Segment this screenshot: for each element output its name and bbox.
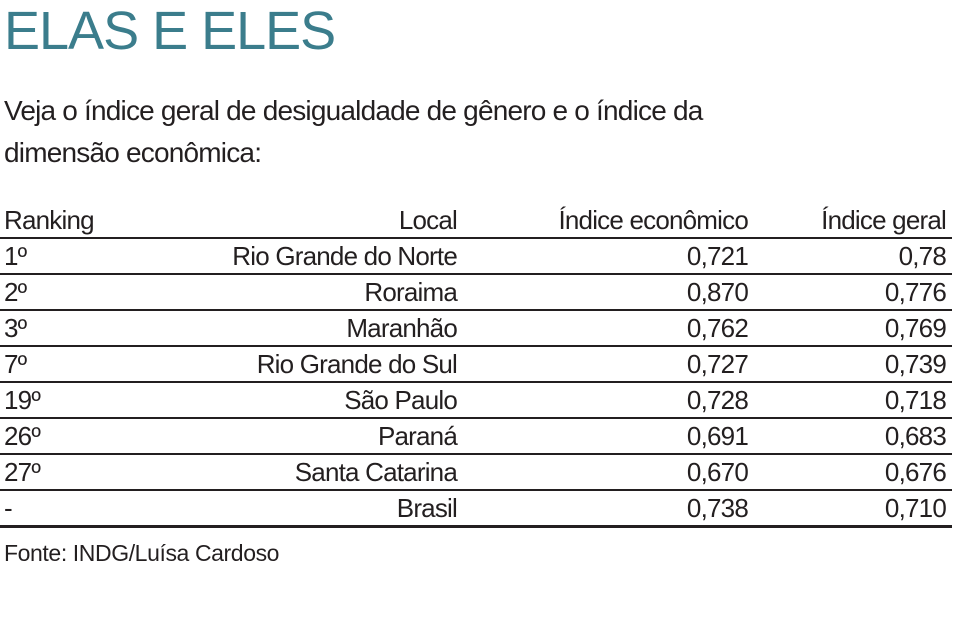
column-header: Local	[398, 205, 458, 235]
table-cell: 0,738	[686, 493, 749, 523]
table-cell: 0,676	[884, 457, 947, 487]
subtitle: Veja o índice geral de desigualdade de g…	[4, 95, 703, 168]
table: Ranking Local Índice econômico Índice geral…	[0, 203, 952, 528]
table-cell: 0,727	[686, 349, 749, 379]
title: ELAS E ELES	[4, 1, 336, 61]
table-cell: 27º	[4, 457, 41, 487]
table-cell: Rio Grande do Norte	[232, 241, 458, 271]
table-cell: 0,710	[884, 493, 947, 523]
table-row: 27º Santa Catarina 0,670 0,676	[0, 455, 952, 491]
table-cell: 0,683	[884, 421, 947, 451]
table-cell: 1º	[4, 241, 27, 271]
table-cell: 0,776	[884, 277, 947, 307]
table-row: 3º Maranhão 0,762 0,769	[0, 311, 952, 347]
table-cell: 0,78	[898, 241, 947, 271]
table-cell: 3º	[4, 313, 27, 343]
table-cell: 0,728	[686, 385, 749, 415]
table-cell: 26º	[4, 421, 41, 451]
table-cell: Roraima	[364, 277, 457, 307]
column-header: Ranking	[4, 205, 95, 235]
table-cell: 0,870	[686, 277, 749, 307]
table-cell: 0,762	[686, 313, 749, 343]
table-cell: 0,721	[686, 241, 749, 271]
table-cell: 0,670	[686, 457, 749, 487]
table-row: 26º Paraná 0,691 0,683	[0, 419, 952, 455]
header-row: Ranking Local Índice econômico Índice geral	[0, 203, 952, 239]
table-cell: 0,769	[884, 313, 947, 343]
column-header: Índice econômico	[558, 205, 748, 235]
table-row: 1º Rio Grande do Norte 0,721 0,78	[0, 239, 952, 275]
table-row: - Brasil 0,738 0,710	[0, 491, 952, 528]
table-cell: 0,691	[686, 421, 749, 451]
table-cell: 0,718	[884, 385, 947, 415]
table-row: 7º Rio Grande do Sul 0,727 0,739	[0, 347, 952, 383]
table-cell: Paraná	[377, 421, 458, 451]
column-header: Índice geral	[821, 205, 947, 235]
table-cell: Maranhão	[346, 313, 457, 343]
source: Fonte: INDG/Luísa Cardoso	[4, 540, 280, 566]
table-row: 2º Roraima 0,870 0,776	[0, 275, 952, 311]
table-cell: 2º	[4, 277, 27, 307]
table-cell: 0,739	[884, 349, 947, 379]
table-cell: -	[4, 493, 13, 523]
table-cell: 19º	[4, 385, 41, 415]
table-cell: 7º	[4, 349, 27, 379]
table-row: 19º São Paulo 0,728 0,718	[0, 383, 952, 419]
table-cell: Rio Grande do Sul	[256, 349, 458, 379]
table-cell: São Paulo	[344, 385, 458, 415]
table-cell: Brasil	[396, 493, 458, 523]
table-cell: Santa Catarina	[294, 457, 458, 487]
